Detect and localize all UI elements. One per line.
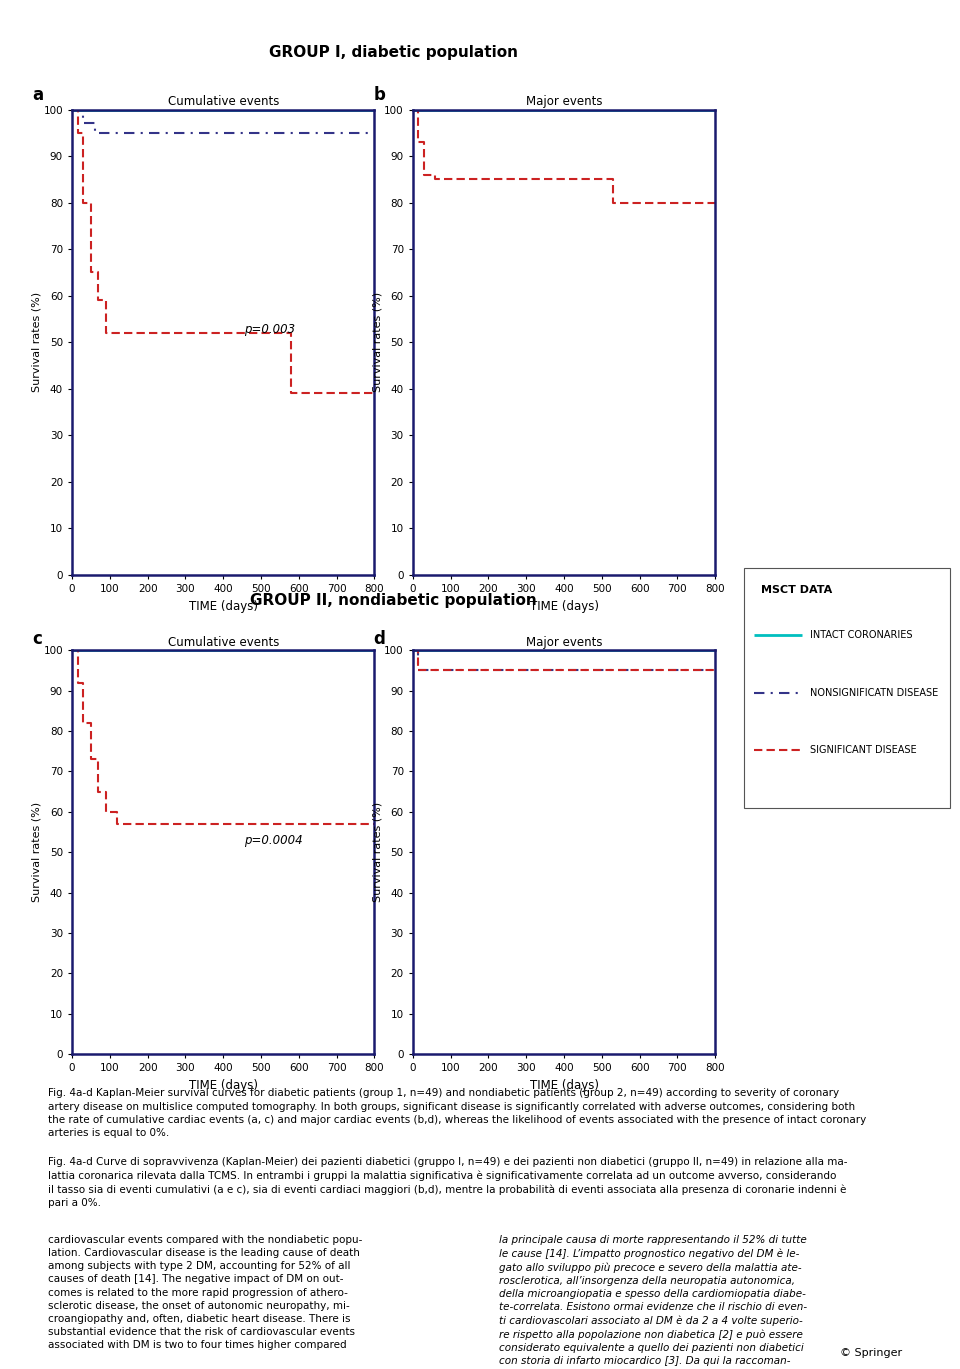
X-axis label: TIME (days): TIME (days) (530, 600, 598, 612)
Text: SIGNIFICANT DISEASE: SIGNIFICANT DISEASE (810, 745, 917, 756)
Y-axis label: Survival rates (%): Survival rates (%) (32, 802, 42, 902)
Text: p=0.0004: p=0.0004 (245, 834, 303, 847)
X-axis label: TIME (days): TIME (days) (189, 1079, 257, 1091)
Y-axis label: Survival rates (%): Survival rates (%) (32, 292, 42, 393)
Text: Fig. 4a-d Kaplan-Meier survival curves for diabetic patients (group 1, n=49) and: Fig. 4a-d Kaplan-Meier survival curves f… (48, 1088, 866, 1138)
Text: cardiovascular events compared with the nondiabetic popu-
lation. Cardiovascular: cardiovascular events compared with the … (48, 1235, 362, 1350)
Text: d: d (373, 630, 385, 648)
Y-axis label: Survival rates (%): Survival rates (%) (372, 292, 383, 393)
Title: Major events: Major events (526, 96, 602, 108)
Text: GROUP II, nondiabetic population: GROUP II, nondiabetic population (251, 593, 537, 608)
Title: Cumulative events: Cumulative events (167, 637, 279, 649)
Text: la principale causa di morte rappresentando il 52% di tutte
le cause [14]. L’imp: la principale causa di morte rappresenta… (499, 1235, 807, 1366)
Text: MSCT DATA: MSCT DATA (760, 585, 831, 596)
Y-axis label: Survival rates (%): Survival rates (%) (372, 802, 383, 902)
Text: NONSIGNIFICATN DISEASE: NONSIGNIFICATN DISEASE (810, 687, 938, 698)
Text: GROUP I, diabetic population: GROUP I, diabetic population (269, 45, 518, 60)
Text: Fig. 4a-d Curve di sopravvivenza (Kaplan-Meier) dei pazienti diabetici (gruppo I: Fig. 4a-d Curve di sopravvivenza (Kaplan… (48, 1157, 848, 1207)
X-axis label: TIME (days): TIME (days) (530, 1079, 598, 1091)
Text: p=0.003: p=0.003 (245, 323, 296, 335)
Text: INTACT CORONARIES: INTACT CORONARIES (810, 630, 913, 641)
FancyBboxPatch shape (744, 568, 950, 808)
Text: a: a (33, 86, 44, 104)
Title: Cumulative events: Cumulative events (167, 96, 279, 108)
Title: Major events: Major events (526, 637, 602, 649)
Text: b: b (373, 86, 385, 104)
Text: c: c (33, 630, 42, 648)
X-axis label: TIME (days): TIME (days) (189, 600, 257, 612)
Text: © Springer: © Springer (840, 1348, 902, 1358)
